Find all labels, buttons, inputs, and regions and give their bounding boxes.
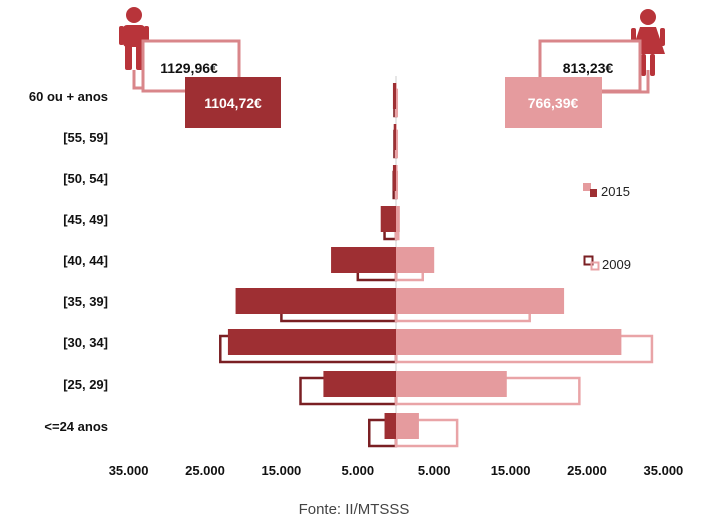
x-tick-label-4: 5.000	[418, 463, 451, 478]
category-label-45-49: [45, 49]	[63, 212, 108, 227]
bar-mulheres-2015-55-59	[396, 124, 397, 150]
bar-homens-2015-25-29	[323, 371, 396, 397]
female-salary-2015-box: 766,39€	[505, 77, 602, 128]
male-person-icon	[119, 7, 149, 70]
bar-mulheres-2015-24-anos	[396, 413, 419, 439]
x-tick-label-3: 5.000	[342, 463, 375, 478]
category-label-30-34: [30, 34]	[63, 335, 108, 350]
bar-mulheres-2015-25-29	[396, 371, 507, 397]
bar-mulheres-2015-40-44	[396, 247, 435, 273]
legend-item-2009: 2009	[583, 255, 631, 272]
female-salary-2009-label: 813,23€	[563, 60, 614, 76]
bar-homens-2015-24-anos	[384, 413, 396, 439]
category-label-40-44: [40, 44]	[63, 253, 108, 268]
x-tick-label-5: 15.000	[491, 463, 531, 478]
bar-mulheres-2015-50-54	[396, 165, 398, 191]
bar-homens-2015-60-ou-anos	[392, 83, 396, 109]
x-tick-label-6: 25.000	[567, 463, 607, 478]
male-salary-2015-label: 1104,72€	[204, 95, 262, 111]
bar-mulheres-2015-60-ou-anos	[396, 83, 397, 109]
male-salary-2015-box: 1104,72€	[185, 77, 281, 128]
x-tick-label-2: 15.000	[262, 463, 302, 478]
category-label-35-39: [35, 39]	[63, 294, 108, 309]
bar-homens-2015-45-49	[380, 206, 396, 232]
category-label-24-anos: <=24 anos	[44, 419, 108, 434]
category-label-55-59: [55, 59]	[63, 130, 108, 145]
bar-mulheres-2015-30-34	[396, 329, 622, 355]
x-tick-label-0: 35.000	[109, 463, 149, 478]
bar-mulheres-2015-45-49	[396, 206, 400, 232]
source-caption: Fonte: II/MTSSS	[299, 501, 410, 518]
category-label-60-ou-anos: 60 ou + anos	[29, 89, 108, 104]
category-label-25-29: [25, 29]	[63, 377, 108, 392]
bar-mulheres-2015-35-39	[396, 288, 565, 314]
legend-label-2015: 2015	[601, 184, 630, 199]
bar-homens-2015-40-44	[331, 247, 396, 273]
bar-homens-2015-55-59	[393, 124, 396, 150]
legend-item-2015: 2015	[583, 183, 630, 199]
female-salary-2015-label: 766,39€	[528, 95, 579, 111]
x-tick-label-1: 25.000	[185, 463, 225, 478]
x-tick-label-7: 35.000	[644, 463, 684, 478]
bar-homens-2015-50-54	[392, 165, 396, 191]
legend-label-2009: 2009	[602, 257, 631, 272]
legend: 2015 2009	[583, 183, 631, 272]
category-label-50-54: [50, 54]	[63, 171, 108, 186]
male-salary-2009-label: 1129,96€	[160, 60, 218, 76]
bar-homens-2015-30-34	[227, 329, 396, 355]
bar-homens-2015-35-39	[235, 288, 396, 314]
